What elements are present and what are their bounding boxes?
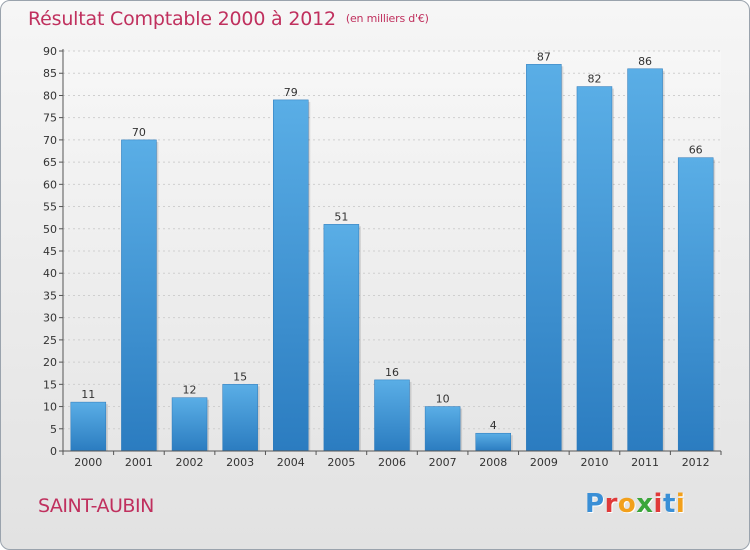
x-tick-label: 2001 <box>125 456 153 469</box>
x-tick-label: 2003 <box>226 456 254 469</box>
logo-letter: o <box>617 489 637 519</box>
bar-value-label: 10 <box>436 393 450 406</box>
bar-value-label: 87 <box>537 50 551 63</box>
chart-subtitle: (en milliers d'€) <box>345 12 429 25</box>
y-tick-label: 55 <box>43 201 57 214</box>
logo-letter: r <box>604 489 618 519</box>
bar-value-label: 66 <box>689 144 703 157</box>
y-tick-label: 35 <box>43 289 57 302</box>
bar-value-label: 82 <box>587 73 601 86</box>
bar-value-label: 70 <box>132 126 146 139</box>
y-axis: 0 5 10 15 20 25 30 35 40 45 50 55 60 65 70 75 80 85 90 <box>43 45 64 458</box>
bar-value-label: 51 <box>334 210 348 223</box>
x-tick-label: 2006 <box>378 456 406 469</box>
bar-2003 <box>222 384 258 452</box>
bar-value-label: 11 <box>81 388 95 401</box>
bar-2000 <box>70 401 107 452</box>
x-tick-label: 2011 <box>631 456 659 469</box>
y-tick-label: 80 <box>43 89 57 102</box>
y-tick-label: 20 <box>43 356 57 369</box>
logo-letter: i <box>653 489 663 519</box>
y-tick-label: 25 <box>43 334 57 347</box>
x-axis: 2000 2001 2002 2003 2004 2005 2006 2007 2008 2009… <box>62 450 722 469</box>
bar-2005 <box>323 224 360 452</box>
y-tick-label: 30 <box>43 312 57 325</box>
y-tick-label: 45 <box>43 245 57 258</box>
bar-2012 <box>677 157 714 452</box>
bar-2001 <box>121 139 157 452</box>
chart-title-text: Résultat Comptable 2000 à 2012 <box>28 8 336 30</box>
bar-value-label: 12 <box>183 384 197 397</box>
bar-2009 <box>526 64 562 452</box>
y-tick-label: 0 <box>50 445 57 458</box>
logo-letter: i <box>675 489 686 519</box>
x-tick-label: 2009 <box>530 456 558 469</box>
bar-value-label: 79 <box>284 86 298 99</box>
bar-2011 <box>627 68 663 452</box>
bars: 11 70 12 15 79 51 16 10 4 87 82 86 66 <box>70 50 716 452</box>
bar-value-label: 86 <box>638 55 652 68</box>
y-tick-label: 65 <box>43 156 57 169</box>
bar-2008 <box>475 432 511 452</box>
y-tick-label: 5 <box>50 423 57 436</box>
bar-value-label: 4 <box>490 419 497 432</box>
y-tick-label: 10 <box>43 401 57 414</box>
logo-letter: t <box>662 489 676 519</box>
bar-2004 <box>273 99 309 452</box>
bar-value-label: 15 <box>233 370 247 383</box>
y-tick-label: 75 <box>43 112 57 125</box>
y-tick-label: 85 <box>43 67 57 80</box>
bar-2010 <box>576 86 613 452</box>
logo-letter: P <box>585 489 605 519</box>
chart-title: Résultat Comptable 2000 à 2012 (en millie… <box>28 8 429 30</box>
x-tick-label: 2008 <box>479 456 507 469</box>
x-tick-label: 2010 <box>580 456 608 469</box>
x-tick-label: 2012 <box>682 456 710 469</box>
x-tick-label: 2000 <box>74 456 102 469</box>
x-tick-label: 2002 <box>176 456 204 469</box>
bar-2006 <box>374 379 410 452</box>
x-tick-label: 2005 <box>327 456 355 469</box>
bar-value-label: 16 <box>385 366 399 379</box>
logo-letter: x <box>636 489 654 519</box>
bar-2007 <box>424 406 461 452</box>
y-tick-label: 90 <box>43 45 57 58</box>
commune-name: SAINT-AUBIN <box>38 495 154 517</box>
x-tick-label: 2007 <box>429 456 457 469</box>
y-tick-label: 60 <box>43 178 57 191</box>
y-tick-label: 40 <box>43 267 57 280</box>
bar-2002 <box>171 397 208 452</box>
y-tick-label: 50 <box>43 223 57 236</box>
y-tick-label: 70 <box>43 134 57 147</box>
proxiti-logo: Proxiti <box>585 489 685 519</box>
y-tick-label: 15 <box>43 378 57 391</box>
x-tick-label: 2004 <box>277 456 305 469</box>
